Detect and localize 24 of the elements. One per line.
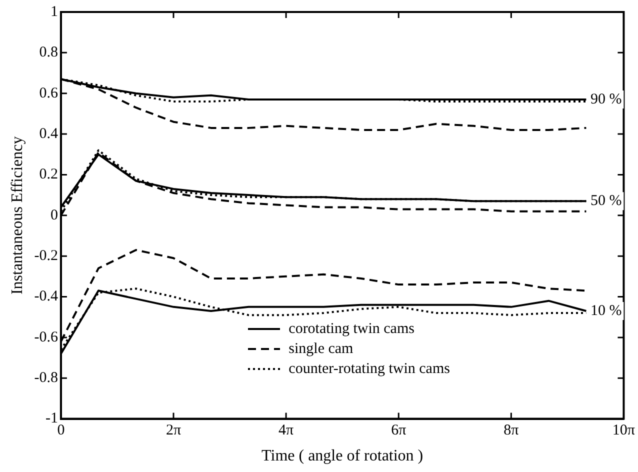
legend-label: single cam <box>288 340 354 359</box>
annotation: 10 % <box>590 302 622 319</box>
x-tick-label: 8π <box>504 422 520 439</box>
x-tick-label: 4π <box>278 422 294 439</box>
y-tick-label: -0.4 <box>34 288 58 305</box>
y-axis-title: Instantaneous Efficiency <box>8 136 26 295</box>
x-axis-title: Time ( angle of rotation ) <box>262 448 424 465</box>
x-tick-label: 10π <box>612 422 636 439</box>
y-tick-label: 0 <box>50 207 58 224</box>
annotation: 50 % <box>590 193 622 210</box>
y-tick-label: -0.2 <box>34 248 58 264</box>
y-tick-label: -0.8 <box>34 370 58 386</box>
legend-label: counter-rotating twin cams <box>288 360 450 379</box>
annotation: 90 % <box>590 91 622 108</box>
legend-label: corotating twin cams <box>288 320 414 339</box>
y-tick-label: 0.8 <box>39 44 58 61</box>
y-tick-label: 0.4 <box>39 126 58 142</box>
y-tick-label: 0.2 <box>39 166 58 183</box>
y-tick-label: 1 <box>50 4 58 20</box>
x-tick-label: 6π <box>391 422 407 439</box>
y-tick-label: -1 <box>45 410 58 427</box>
x-tick-label: 2π <box>166 422 182 439</box>
y-tick-label: -0.6 <box>34 329 58 346</box>
y-tick-label: 0.6 <box>39 85 58 102</box>
